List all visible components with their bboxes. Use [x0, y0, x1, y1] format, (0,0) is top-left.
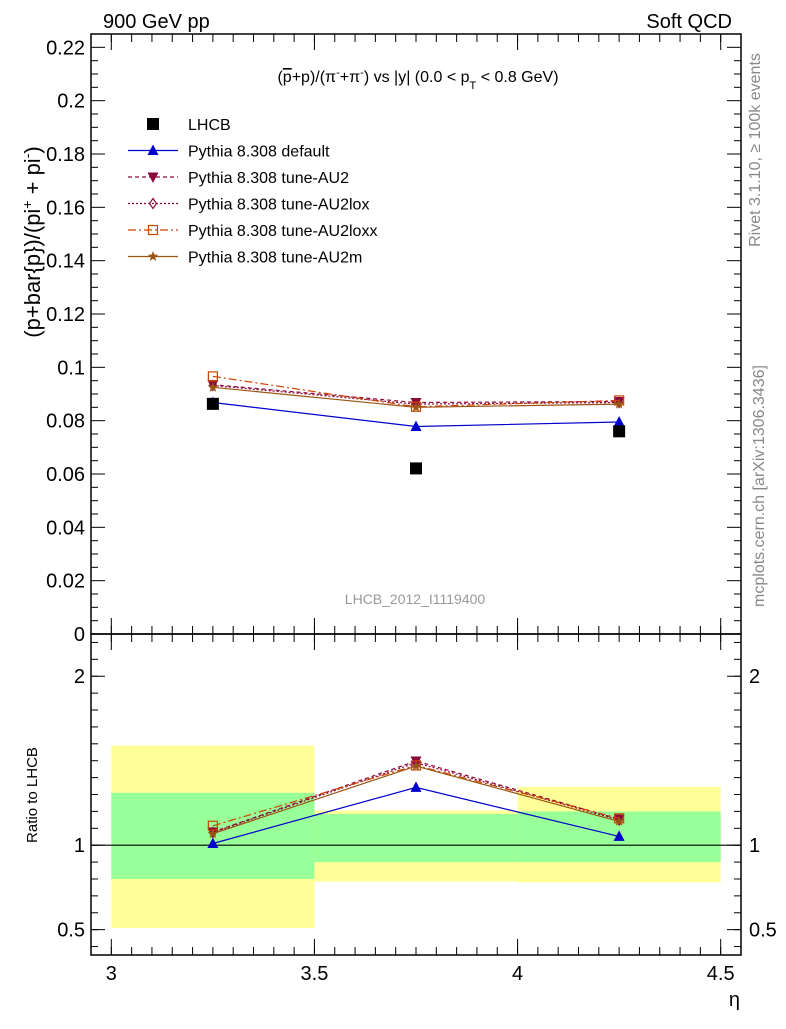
legend-marker-series-4 — [147, 251, 159, 261]
ylabel-part-3: ) — [20, 146, 45, 153]
main-point-series-0-2 — [613, 416, 625, 427]
main-ytick-label-11: 0.22 — [46, 37, 85, 59]
main-ytick-label-2: 0.04 — [46, 517, 85, 539]
main-ytick-label-10: 0.2 — [57, 91, 85, 113]
analysis-label: LHCB_2012_I1119400 — [345, 591, 486, 607]
main-line-series-3 — [212, 375, 620, 408]
main-point-series-3-0 — [207, 371, 218, 382]
ratio-line-series-1 — [212, 760, 620, 833]
xtick-label-0: 3 — [106, 963, 117, 985]
data-point-1 — [410, 462, 422, 475]
main-point-series-2-0 — [208, 379, 218, 392]
header-left: 900 GeV pp — [103, 11, 210, 33]
ratio-series-lines — [207, 756, 625, 848]
ratio-uncertainty-bands — [111, 745, 721, 928]
xtick-label-3: 4.5 — [707, 963, 735, 985]
legend-marker-data — [147, 118, 159, 130]
ylabel-part-2: + pi — [20, 158, 45, 200]
main-ytick-label-6: 0.12 — [46, 304, 85, 326]
main-point-series-0-1 — [410, 420, 422, 432]
green-band-1 — [314, 813, 518, 863]
main-ytick-label-5: 0.1 — [57, 357, 85, 379]
title-part-2: +p)/( — [292, 69, 326, 86]
legend-label-series-2: Pythia 8.308 tune-AU2lox — [188, 197, 369, 214]
xtick-label-2: 4 — [512, 963, 523, 985]
ratio-point-series-0-1 — [410, 781, 422, 792]
title-pbar: p — [283, 69, 292, 86]
ratio-ytick-label-left-1: 1 — [74, 835, 85, 857]
plot-title: (p+p)/(π-+π-) vs |y| (0.0 < pT < 0.8 GeV… — [277, 67, 558, 92]
legend-label-series-0: Pythia 8.308 default — [188, 144, 330, 161]
ratio-point-series-4-2 — [613, 815, 625, 826]
legend: LHCB Pythia 8.308 default Pythia 8.308 tun… — [128, 117, 377, 267]
rivet-label: Rivet 3.1.10, ≥ 100k events — [747, 53, 764, 247]
main-point-series-4-0 — [207, 381, 219, 392]
ylabel-part-1: (p+bar{p})/(pi — [20, 209, 45, 338]
legend-marker-series-2 — [148, 197, 158, 210]
tick-marks — [90, 34, 742, 955]
ylabel-sup-minus: - — [19, 153, 35, 158]
title-part-4: ) vs |y| (0.0 < p — [364, 69, 470, 86]
title-pi-1: π — [325, 69, 336, 86]
ratio-y-label: Ratio to LHCB — [24, 747, 41, 843]
main-ytick-label-8: 0.16 — [46, 197, 85, 219]
title-pi-2: π — [349, 69, 360, 86]
main-series-lines — [207, 371, 625, 432]
xtick-label-1: 3.5 — [301, 963, 329, 985]
data-point-0 — [206, 397, 219, 410]
legend-marker-series-3 — [147, 224, 159, 236]
main-ytick-label-7: 0.14 — [46, 251, 85, 273]
main-point-series-4-1 — [410, 401, 422, 412]
legend-label-series-1: Pythia 8.308 tune-AU2 — [188, 170, 349, 187]
ratio-point-series-4-1 — [410, 760, 422, 771]
legend-marker-series-1 — [147, 172, 159, 183]
ratio-ytick-label-left-0: 0.5 — [57, 920, 85, 942]
title-sup-2: - — [360, 67, 364, 79]
ratio-point-series-4-0 — [207, 828, 219, 839]
ratio-ytick-label-right-0: 0.5 — [749, 920, 777, 942]
ratio-point-series-2-2 — [614, 813, 624, 827]
x-axis-label: η — [729, 989, 740, 1011]
legend-marker-series-0 — [147, 144, 159, 155]
ratio-point-series-0-0 — [207, 837, 219, 848]
ratio-ytick-label-right-2: 2 — [749, 666, 760, 688]
mcplots-label: mcplots.cern.ch [arXiv:1306.3436] — [751, 365, 768, 607]
main-ytick-label-4: 0.08 — [46, 411, 85, 433]
title-part-5: < 0.8 GeV) — [476, 69, 558, 86]
data-point-2 — [613, 425, 626, 438]
title-part-1: ( — [277, 69, 283, 86]
main-data-points — [206, 397, 626, 475]
title-sup-1: - — [336, 67, 340, 79]
main-y-label: (p+bar{p})/(pi+ + pi-) — [19, 146, 45, 337]
legend-label-data: LHCB — [188, 117, 231, 134]
tick-labels: 0 0.02 0.04 0.06 0.08 0.1 0.12 0.14 0.16 0.18 0.2 0… — [46, 37, 777, 985]
legend-label-series-4: Pythia 8.308 tune-AU2m — [188, 250, 362, 267]
ratio-ytick-label-left-2: 2 — [74, 666, 85, 688]
main-ytick-label-1: 0.02 — [46, 571, 85, 593]
title-part-3: + — [340, 69, 349, 86]
ratio-point-series-0-2 — [613, 830, 625, 841]
main-ytick-label-3: 0.06 — [46, 464, 85, 486]
ratio-ytick-label-right-1: 1 — [749, 835, 760, 857]
main-point-series-4-2 — [613, 398, 625, 409]
header-right: Soft QCD — [646, 11, 732, 33]
title-sub-t: T — [470, 80, 477, 92]
main-ytick-label-9: 0.18 — [46, 144, 85, 166]
ylabel-sup-plus: + — [19, 200, 35, 208]
main-ytick-label-0: 0 — [74, 624, 85, 646]
legend-label-series-3: Pythia 8.308 tune-AU2loxx — [188, 223, 377, 240]
